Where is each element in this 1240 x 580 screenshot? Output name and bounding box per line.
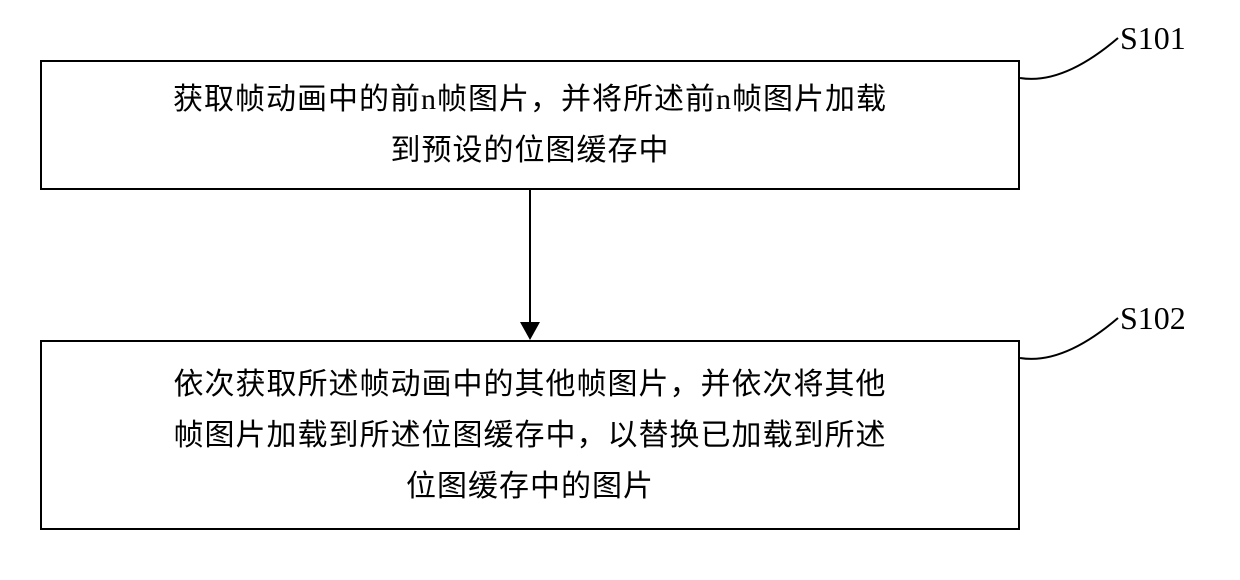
label-connector-s101 bbox=[1018, 30, 1128, 90]
flowchart-node-s101: 获取帧动画中的前n帧图片，并将所述前n帧图片加载 到预设的位图缓存中 bbox=[40, 60, 1020, 190]
label-connector-s102 bbox=[1018, 310, 1128, 370]
node-text: 依次获取所述帧动画中的其他帧图片，并依次将其他 帧图片加载到所述位图缓存中，以替… bbox=[174, 359, 887, 512]
step-label-s101: S101 bbox=[1120, 20, 1186, 57]
flowchart-canvas: 获取帧动画中的前n帧图片，并将所述前n帧图片加载 到预设的位图缓存中 S101 … bbox=[0, 0, 1240, 580]
arrow-head-down-icon bbox=[520, 322, 540, 340]
step-label-s102: S102 bbox=[1120, 300, 1186, 337]
arrow-line bbox=[529, 190, 531, 322]
flowchart-node-s102: 依次获取所述帧动画中的其他帧图片，并依次将其他 帧图片加载到所述位图缓存中，以替… bbox=[40, 340, 1020, 530]
node-text: 获取帧动画中的前n帧图片，并将所述前n帧图片加载 到预设的位图缓存中 bbox=[173, 74, 887, 176]
